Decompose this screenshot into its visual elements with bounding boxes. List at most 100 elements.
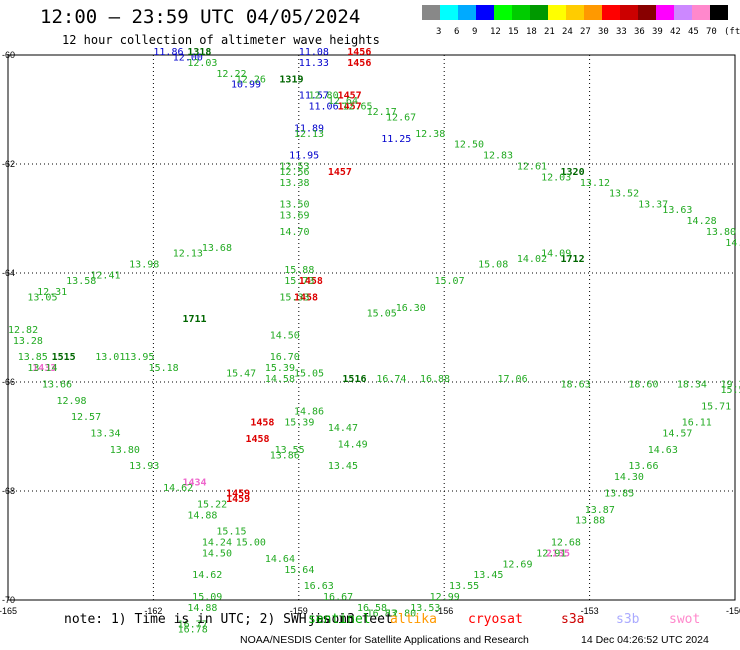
credit-line: NOAA/NESDIS Center for Satellite Applica… (240, 634, 529, 646)
wave-height-label: 12.17 (367, 107, 397, 118)
pass-label: 1433 (32, 363, 56, 374)
wave-height-label: 12.69 (502, 559, 532, 570)
wave-height-label: 11.08 (299, 47, 329, 58)
color-scale-swatch (566, 5, 584, 20)
legend-item-cryosat: cryosat (468, 612, 523, 627)
x-tick-label: -159 (290, 606, 308, 616)
wave-height-label: 15.39 (265, 363, 295, 374)
color-scale-swatch (494, 5, 512, 20)
wave-height-label: 13.01 (95, 352, 125, 363)
color-scale-label: 21 (544, 27, 555, 37)
wave-height-label: 12.61 (517, 161, 547, 172)
color-scale-swatch (440, 5, 458, 20)
wave-height-label: 17.06 (498, 374, 528, 385)
legend-item-altika: altika (390, 612, 437, 627)
wave-height-label: 13.53 (410, 603, 440, 614)
wave-height-label: 13.12 (580, 178, 610, 189)
wave-height-label: 13.86 (270, 450, 300, 461)
color-scale-label: (ft) (724, 27, 740, 37)
color-scale-label: 9 (472, 27, 478, 37)
wave-height-label: 15.54 (720, 385, 740, 396)
color-scale-label: 6 (454, 27, 460, 37)
color-scale-swatch (674, 5, 692, 20)
wave-height-label: 14.30 (614, 472, 644, 483)
wave-height-label: 15.00 (236, 538, 266, 549)
wave-height-label: 12.26 (236, 74, 266, 85)
wave-height-label: 16.58 (357, 603, 387, 614)
y-tick-label: -70 (2, 595, 15, 605)
color-scale-label: 36 (634, 27, 645, 37)
color-scale-swatch (512, 5, 530, 20)
wave-height-label: 12.67 (386, 112, 416, 123)
wave-height-label: 12.03 (187, 58, 217, 69)
pass-label: 1516 (342, 374, 366, 385)
wave-height-label: 19.24 (720, 379, 740, 390)
pass-label: 1456 (347, 47, 371, 58)
pass-label: 1459 (226, 494, 250, 505)
wave-height-label: 16.83 (367, 608, 397, 619)
color-scale-swatch (656, 5, 674, 20)
pass-label: 1318 (187, 47, 211, 58)
wave-height-label: 15.05 (294, 369, 324, 380)
wave-height-label: 11.86 (153, 47, 183, 58)
color-scale-swatch (710, 5, 728, 20)
wave-height-label: 18.34 (677, 379, 707, 390)
pass-label: 1711 (182, 314, 206, 325)
pass-label: 1458 (245, 434, 269, 445)
wave-height-label: 12.56 (279, 167, 309, 178)
wave-height-label: 16.63 (304, 581, 334, 592)
wave-height-label: 13.55 (275, 445, 305, 456)
wave-height-label: 13.93 (129, 461, 159, 472)
wave-height-label: 11.57 (299, 91, 329, 102)
wave-height-label: 14.62 (192, 570, 222, 581)
x-tick-label: -162 (144, 606, 162, 616)
wave-height-label: 13.85 (18, 352, 48, 363)
color-scale-label: 12 (490, 27, 501, 37)
y-tick-label: -64 (2, 268, 15, 278)
wave-height-label: 13.38 (279, 178, 309, 189)
wave-height-label: 15.64 (284, 565, 314, 576)
color-scale-swatch (602, 5, 620, 20)
wave-height-label: 13.66 (628, 461, 658, 472)
wave-height-label: 14.62 (163, 483, 193, 494)
wave-height-label: 12.80 (308, 91, 338, 102)
wave-height-label: 18.63 (561, 379, 591, 390)
pass-label: 1457 (328, 167, 352, 178)
wave-height-label: 14.86 (294, 407, 324, 418)
pass-label: 1459 (226, 488, 250, 499)
color-scale-swatch (476, 5, 494, 20)
wave-height-label: 15.09 (192, 592, 222, 603)
color-scale-label: 18 (526, 27, 537, 37)
wave-height-label: 12.98 (56, 396, 86, 407)
wave-height-label: 12.50 (454, 140, 484, 151)
y-tick-label: -62 (2, 159, 15, 169)
wave-height-label: 14.47 (328, 423, 358, 434)
wave-height-label: 18.60 (628, 379, 658, 390)
wave-height-label: 12.22 (216, 69, 246, 80)
wave-height-label: 13.66 (42, 379, 72, 390)
wave-height-label: 12.83 (483, 151, 513, 162)
wave-height-label: 15.73 (284, 276, 314, 287)
wave-height-label: 15.71 (701, 401, 731, 412)
y-tick-label: -68 (2, 486, 15, 496)
pass-label: 1458 (299, 276, 323, 287)
wave-height-label: 12.65 (342, 102, 372, 113)
chart-title: 12:00 – 23:59 UTC 04/05/2024 (40, 6, 361, 28)
wave-height-label: 15.47 (226, 369, 256, 380)
pass-label: 1712 (561, 254, 585, 265)
wave-height-label: 11.95 (289, 151, 319, 162)
wave-height-label: 14.28 (687, 216, 717, 227)
color-scale-swatch (458, 5, 476, 20)
color-scale-label: 3 (436, 27, 442, 37)
footer-note: note: 1) Time is in UTC; 2) SWH is in fe… (64, 612, 393, 627)
wave-height-label: 13.58 (66, 276, 96, 287)
wave-height-label: 13.88 (575, 516, 605, 527)
wave-height-label: 14.58 (265, 374, 295, 385)
x-tick-label: -153 (581, 606, 599, 616)
color-scale-label: 27 (580, 27, 591, 37)
color-scale-label: 42 (670, 27, 681, 37)
wave-height-label: 15.88 (284, 265, 314, 276)
pass-label: 1515 (52, 352, 76, 363)
wave-height-label: 13.98 (129, 260, 159, 271)
wave-height-label: 13.50 (279, 200, 309, 211)
